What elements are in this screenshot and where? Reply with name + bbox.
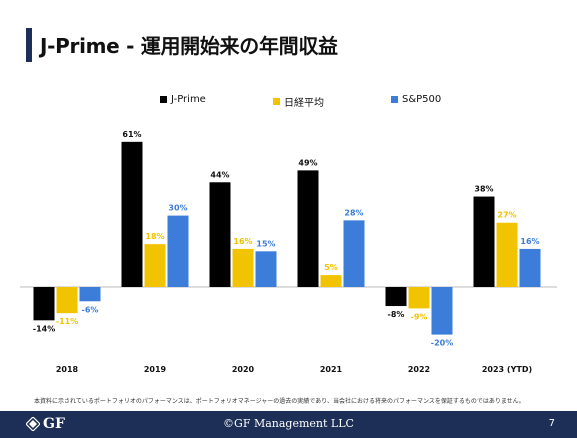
gf-logo: GF: [26, 416, 65, 432]
bar-0-4: [385, 287, 407, 307]
category-label-2: 2020: [232, 365, 255, 374]
bar-2-0: [79, 287, 101, 302]
legend-item-nikkei: 日経平均: [273, 94, 324, 109]
slide-title: J-Prime - 運用開始来の年間収益: [40, 34, 338, 58]
data-label-0-3: 49%: [298, 158, 317, 167]
data-label-1-4: -9%: [411, 312, 428, 321]
bar-2-2: [255, 251, 277, 287]
bar-chart: -14%-11% -6% 2018 61% 18% 30% 2019 44% 16% 15% 202…: [20, 130, 557, 374]
legend-swatch-sp500: [391, 96, 398, 103]
legend-swatch-jprime: [160, 96, 167, 103]
data-label-0-4: -8%: [388, 310, 405, 319]
data-label-2-5: 16%: [520, 237, 539, 246]
bar-1-4: [408, 287, 430, 309]
category-label-0: 2018: [56, 365, 79, 374]
disclaimer-footnote: 本資料に示されているポートフォリオのパフォーマンスは、ポートフォリオマネージャー…: [34, 398, 525, 405]
legend-label-sp500: S&P500: [402, 94, 442, 105]
category-label-5: 2023 (YTD): [482, 365, 532, 374]
legend-label-jprime: J-Prime: [171, 94, 206, 105]
data-label-1-1: 18%: [145, 232, 164, 241]
title-accent-bar: [26, 28, 32, 62]
bar-0-1: [121, 141, 143, 287]
data-label-0-0: -14%: [33, 324, 55, 333]
bar-2-4: [431, 287, 453, 335]
legend-item-sp500: S&P500: [391, 94, 441, 105]
copyright-text: ©GF Management LLC: [223, 417, 354, 430]
bar-1-5: [496, 222, 518, 287]
category-label-3: 2021: [320, 365, 343, 374]
bar-1-1: [144, 244, 166, 287]
data-label-2-0: -6%: [82, 305, 99, 314]
bar-0-3: [297, 170, 319, 287]
data-label-2-1: 30%: [168, 204, 187, 213]
data-label-0-1: 61%: [122, 130, 141, 139]
bar-2-1: [167, 215, 189, 287]
bar-1-0: [56, 287, 78, 314]
data-label-2-4: -20%: [431, 339, 453, 348]
data-label-0-5: 38%: [474, 185, 493, 194]
data-label-1-3: 5%: [324, 263, 338, 272]
page-number: 7: [548, 418, 555, 429]
data-label-1-0: -11%: [56, 317, 78, 326]
bar-1-3: [320, 275, 342, 287]
data-label-0-2: 44%: [210, 170, 229, 179]
category-label-1: 2019: [144, 365, 167, 374]
bar-2-3: [343, 220, 365, 287]
bar-0-2: [209, 182, 231, 287]
bar-1-2: [232, 248, 254, 287]
data-label-1-2: 16%: [233, 237, 252, 246]
legend-label-nikkei: 日経平均: [284, 98, 324, 109]
legend-item-jprime: J-Prime: [160, 94, 206, 105]
legend-swatch-nikkei: [273, 98, 280, 105]
bar-2-5: [519, 248, 541, 287]
chart-legend: J-Prime 日経平均 S&P500: [0, 94, 577, 112]
data-label-2-3: 28%: [344, 208, 363, 217]
data-label-2-2: 15%: [256, 239, 275, 248]
category-label-4: 2022: [408, 365, 430, 374]
logo-text: GF: [43, 416, 65, 432]
bar-0-5: [473, 196, 495, 287]
diamond-logo-icon: [26, 417, 40, 431]
bar-0-0: [33, 287, 55, 321]
data-label-1-5: 27%: [497, 211, 516, 220]
footer-bar: GF ©GF Management LLC 7: [0, 411, 577, 438]
